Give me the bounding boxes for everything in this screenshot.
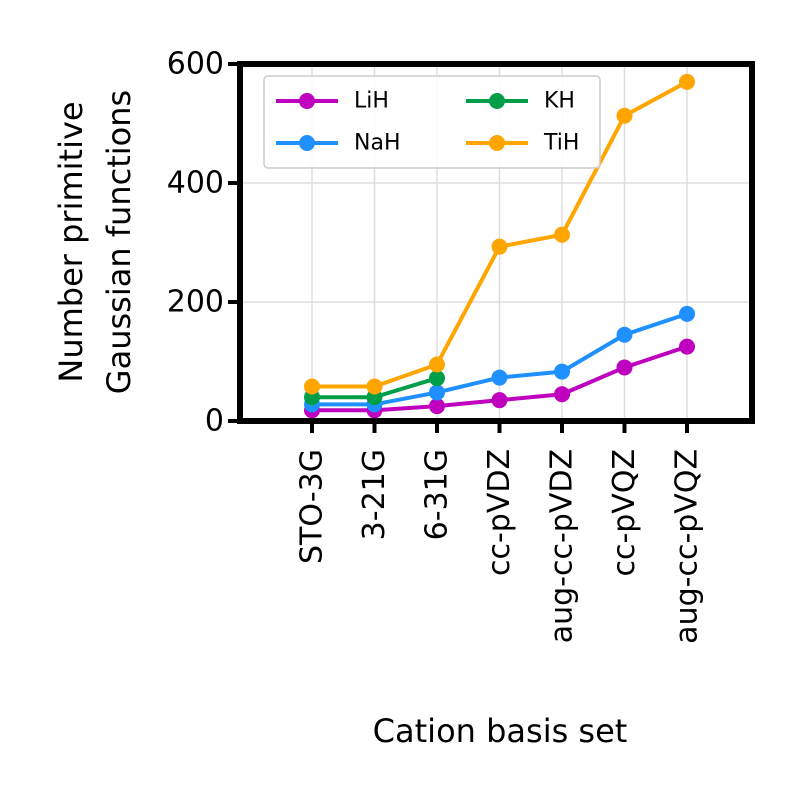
data-point-lih — [679, 338, 695, 355]
y-tick-label: 0 — [205, 404, 224, 439]
data-point-lih — [616, 359, 633, 376]
data-point-tih — [304, 378, 320, 395]
legend-label: NaH — [354, 131, 400, 156]
data-point-nah — [554, 363, 570, 380]
y-axis-title-line-1: Number primitive — [52, 101, 90, 382]
x-axis-ticks: STO-3G 3-21G 6-31G cc-pVDZ aug-cc-pVDZ cc-pVQ… — [295, 421, 705, 644]
series-lines — [304, 73, 695, 419]
data-point-lih — [554, 386, 570, 403]
data-point-nah — [679, 305, 695, 322]
legend-label: KH — [544, 89, 575, 114]
x-tick-label: cc-pVDZ — [482, 449, 517, 576]
legend-label: TiH — [543, 131, 579, 156]
legend-marker — [299, 93, 315, 109]
y-axis-title-line-2: Gaussian functions — [100, 90, 138, 394]
x-tick-label: 6-31G — [420, 449, 455, 540]
data-point-nah — [429, 384, 445, 401]
data-point-nah — [491, 369, 508, 386]
y-tick-label: 600 — [167, 47, 224, 82]
data-point-tih — [491, 238, 508, 255]
plot-frame — [237, 61, 755, 424]
y-axis-title: Number primitive Gaussian functions — [52, 90, 138, 394]
data-point-tih — [554, 226, 570, 243]
x-tick-label: cc-pVQZ — [607, 449, 642, 577]
data-point-lih — [429, 398, 445, 415]
data-point-nah — [616, 326, 633, 343]
x-tick-label: aug-cc-pVDZ — [545, 449, 580, 643]
legend-marker — [489, 93, 505, 109]
y-axis-ticks: 0 200 400 600 — [167, 47, 240, 439]
data-point-lih — [491, 392, 508, 409]
data-point-kh — [429, 370, 445, 387]
legend-marker — [489, 135, 505, 151]
x-tick-label: 3-21G — [357, 449, 392, 540]
y-tick-label: 200 — [167, 285, 224, 320]
legend-label: LiH — [354, 89, 389, 114]
data-point-tih — [616, 107, 633, 124]
legend-marker — [299, 135, 315, 151]
legend: LiH NaH KH TiH — [263, 75, 601, 169]
x-tick-label: aug-cc-pVQZ — [670, 449, 705, 644]
x-axis-title: Cation basis set — [373, 712, 628, 750]
y-tick-label: 400 — [167, 166, 224, 201]
data-point-tih — [679, 73, 695, 90]
data-point-tih — [429, 356, 445, 373]
x-tick-label: STO-3G — [295, 449, 330, 564]
data-point-tih — [366, 378, 383, 395]
